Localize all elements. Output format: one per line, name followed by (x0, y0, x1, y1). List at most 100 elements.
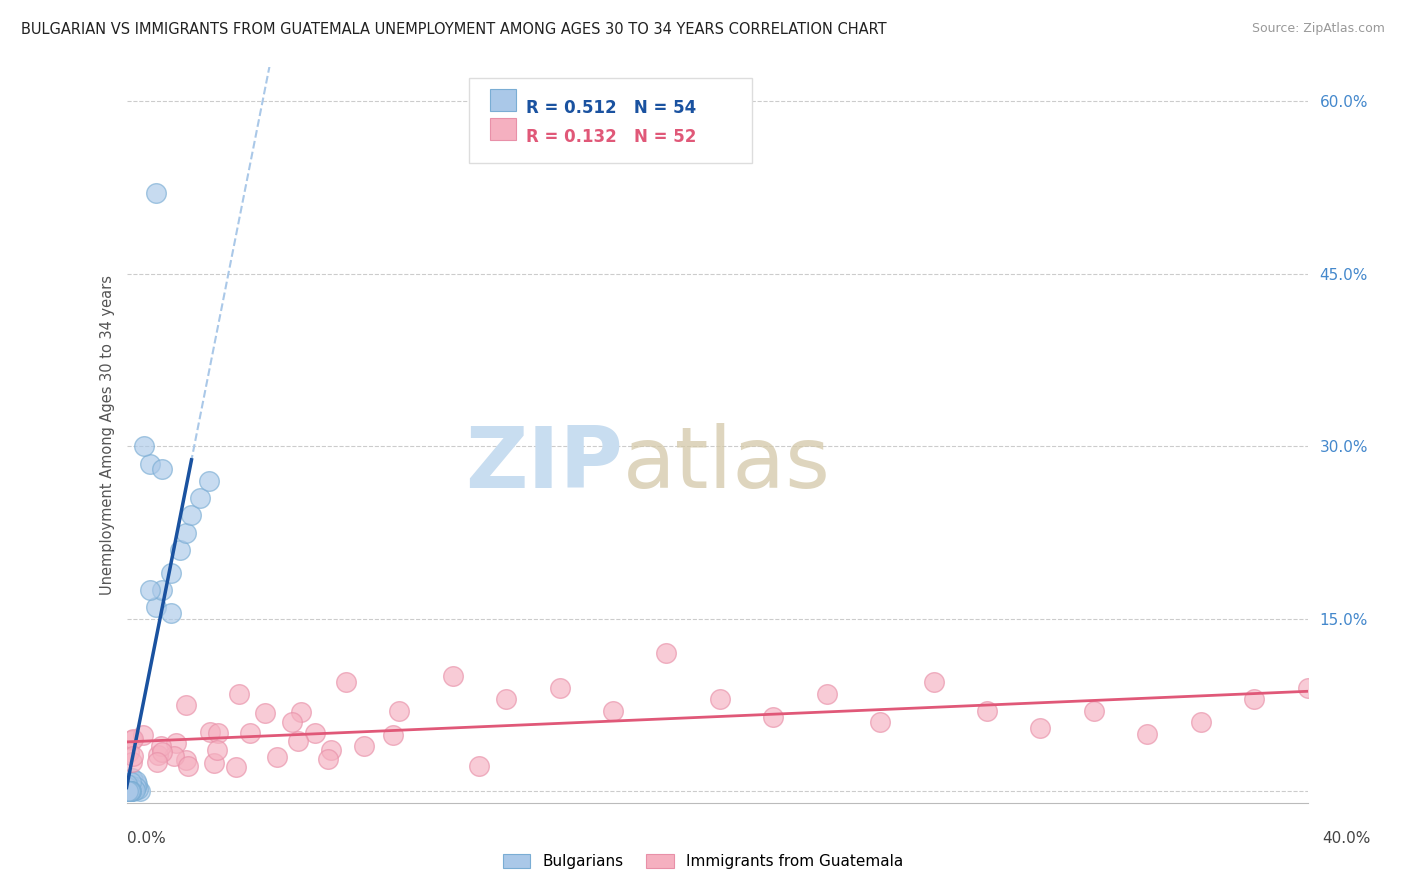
Point (118, 782, 141, 797)
Point (319, 743, 342, 757)
Point (122, 774, 145, 789)
Point (441, 669, 464, 683)
Point (1243, 692, 1265, 706)
Point (125, 777, 148, 791)
Point (922, 675, 945, 690)
Point (117, 777, 139, 791)
Point (118, 782, 141, 797)
Point (160, 606, 183, 620)
Point (139, 457, 162, 471)
Point (122, 781, 145, 796)
Point (176, 759, 198, 773)
Point (117, 781, 139, 796)
Point (174, 753, 197, 767)
Point (117, 784, 139, 798)
Bar (491, 89, 516, 111)
Point (165, 736, 187, 750)
Point (121, 784, 143, 798)
Point (118, 783, 141, 797)
Point (124, 782, 146, 797)
Point (266, 749, 288, 764)
Point (198, 725, 221, 739)
Point (239, 726, 262, 740)
Point (198, 474, 221, 488)
Point (120, 774, 142, 789)
Point (160, 566, 183, 580)
Point (150, 583, 173, 598)
Point (118, 745, 141, 759)
Point (117, 782, 139, 797)
Point (254, 706, 277, 720)
Point (128, 784, 150, 798)
Point (1189, 715, 1212, 730)
Point (150, 745, 173, 759)
Point (146, 756, 169, 770)
Point (869, 715, 891, 730)
Point (976, 704, 998, 718)
Text: 40.0%: 40.0% (1323, 831, 1371, 846)
Point (335, 675, 357, 690)
Point (145, 186, 167, 201)
Point (1029, 721, 1052, 735)
Text: ZIP: ZIP (465, 423, 623, 506)
Point (118, 784, 141, 798)
Text: 0.0%: 0.0% (127, 831, 166, 846)
Point (163, 749, 186, 764)
Point (117, 783, 139, 797)
Point (202, 756, 225, 770)
Point (382, 728, 405, 742)
Point (169, 542, 191, 557)
Point (120, 778, 142, 792)
Point (709, 692, 731, 706)
Point (131, 728, 153, 742)
Point (180, 508, 202, 523)
Point (388, 704, 411, 718)
Point (115, 780, 138, 794)
Point (815, 687, 838, 701)
Point (118, 780, 141, 795)
Point (124, 782, 146, 797)
Point (117, 781, 139, 796)
Point (115, 782, 138, 797)
Point (127, 782, 149, 797)
Point (118, 780, 141, 795)
Point (281, 715, 304, 730)
Point (120, 784, 142, 798)
Point (118, 776, 141, 790)
Point (150, 739, 173, 753)
Text: BULGARIAN VS IMMIGRANTS FROM GUATEMALA UNEMPLOYMENT AMONG AGES 30 TO 34 YEARS CO: BULGARIAN VS IMMIGRANTS FROM GUATEMALA U… (21, 22, 887, 37)
Point (150, 462, 173, 476)
Point (1136, 727, 1159, 741)
Point (316, 752, 339, 766)
Text: R = 0.132   N = 52: R = 0.132 N = 52 (526, 128, 696, 146)
Point (117, 783, 139, 797)
Text: R = 0.512   N = 54: R = 0.512 N = 54 (526, 98, 696, 117)
Point (122, 748, 145, 763)
Point (548, 681, 571, 695)
Point (602, 704, 624, 718)
Point (121, 771, 143, 785)
Point (115, 783, 138, 797)
Point (120, 784, 142, 798)
Legend: Bulgarians, Immigrants from Guatemala: Bulgarians, Immigrants from Guatemala (496, 848, 910, 875)
Point (225, 760, 247, 774)
Point (115, 783, 138, 797)
FancyBboxPatch shape (470, 78, 752, 162)
Point (174, 698, 197, 712)
Point (139, 583, 162, 598)
Point (148, 747, 170, 762)
Point (207, 725, 229, 739)
Point (287, 734, 309, 748)
Point (1296, 681, 1319, 695)
Point (115, 777, 138, 791)
Point (117, 784, 139, 798)
Text: Source: ZipAtlas.com: Source: ZipAtlas.com (1251, 22, 1385, 36)
Point (122, 732, 145, 747)
Point (134, 439, 156, 453)
Point (290, 705, 312, 719)
Point (1083, 704, 1105, 718)
Point (188, 491, 212, 505)
Point (121, 755, 143, 769)
Point (304, 726, 326, 740)
Point (762, 709, 785, 723)
